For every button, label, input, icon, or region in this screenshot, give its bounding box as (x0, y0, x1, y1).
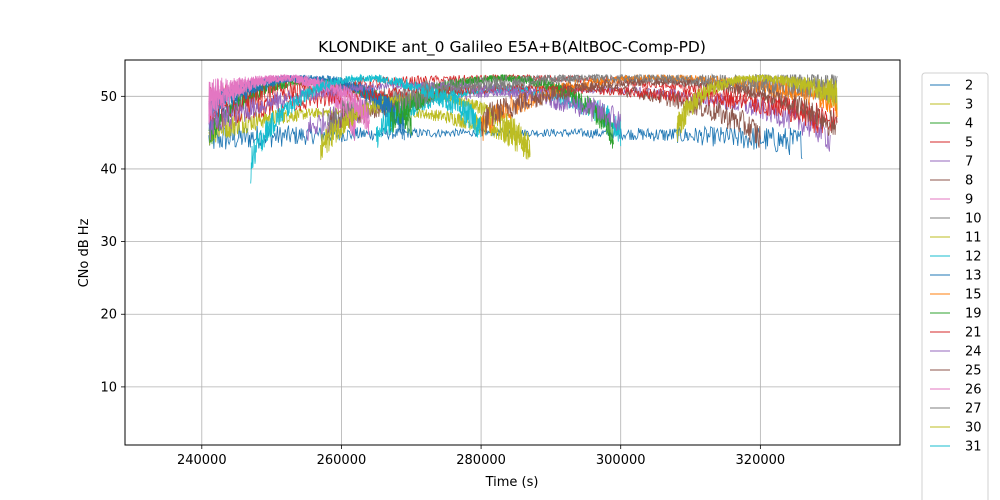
y-tick-label: 40 (100, 162, 117, 177)
axes-frame (124, 59, 901, 446)
series-line-26 (208, 74, 370, 136)
x-tick-label: 320000 (736, 453, 786, 468)
y-tick-label: 50 (100, 90, 117, 105)
legend-label: 7 (965, 155, 973, 170)
series-line-21 (208, 84, 838, 132)
x-axis: 240000 260000 280000 300000 320000 (177, 445, 785, 468)
legend-label: 30 (965, 421, 982, 436)
x-tick-label: 300000 (596, 453, 646, 468)
legend-label: 13 (965, 269, 982, 284)
legend-label: 31 (965, 440, 982, 455)
legend-label: 21 (965, 326, 982, 341)
legend-label: 12 (965, 250, 982, 265)
x-tick-label: 260000 (317, 453, 367, 468)
legend-label: 19 (965, 307, 982, 322)
series-line-31 (250, 73, 482, 184)
legend-label: 25 (965, 364, 982, 379)
legend-label: 15 (965, 288, 982, 303)
x-tick-label: 280000 (456, 453, 506, 468)
legend-label: 4 (965, 117, 973, 132)
y-axis-label: CNo dB Hz (77, 218, 92, 287)
series-line-30 (676, 73, 838, 142)
legend-label: 9 (965, 193, 973, 208)
series-line-27 (396, 73, 838, 114)
x-tick-label: 240000 (177, 453, 227, 468)
legend-label: 10 (965, 212, 982, 227)
legend-label: 27 (965, 402, 982, 417)
legend-label: 5 (965, 136, 973, 151)
y-tick-label: 20 (100, 308, 117, 323)
legend-box (921, 72, 989, 500)
x-axis-label: Time (s) (485, 475, 539, 490)
legend-label: 3 (965, 98, 973, 113)
legend-label: 2 (965, 79, 973, 94)
legend-label: 24 (965, 345, 982, 360)
legend-label: 11 (965, 231, 982, 246)
series-line-25 (480, 77, 838, 137)
legend-label: 26 (965, 383, 982, 398)
y-axis: 10 20 30 40 50 (100, 90, 125, 395)
legend: 2 3 4 5 7 8 9 10 11 12 13 15 19 21 24 25 26 27 30 31 (921, 72, 989, 500)
y-tick-label: 10 (100, 380, 117, 395)
plot-area (208, 73, 838, 184)
chart-title: KLONDIKE ant_0 Galileo E5A+B(AltBOC-Comp… (318, 38, 706, 57)
y-tick-label: 30 (100, 235, 117, 250)
legend-label: 8 (965, 174, 973, 189)
